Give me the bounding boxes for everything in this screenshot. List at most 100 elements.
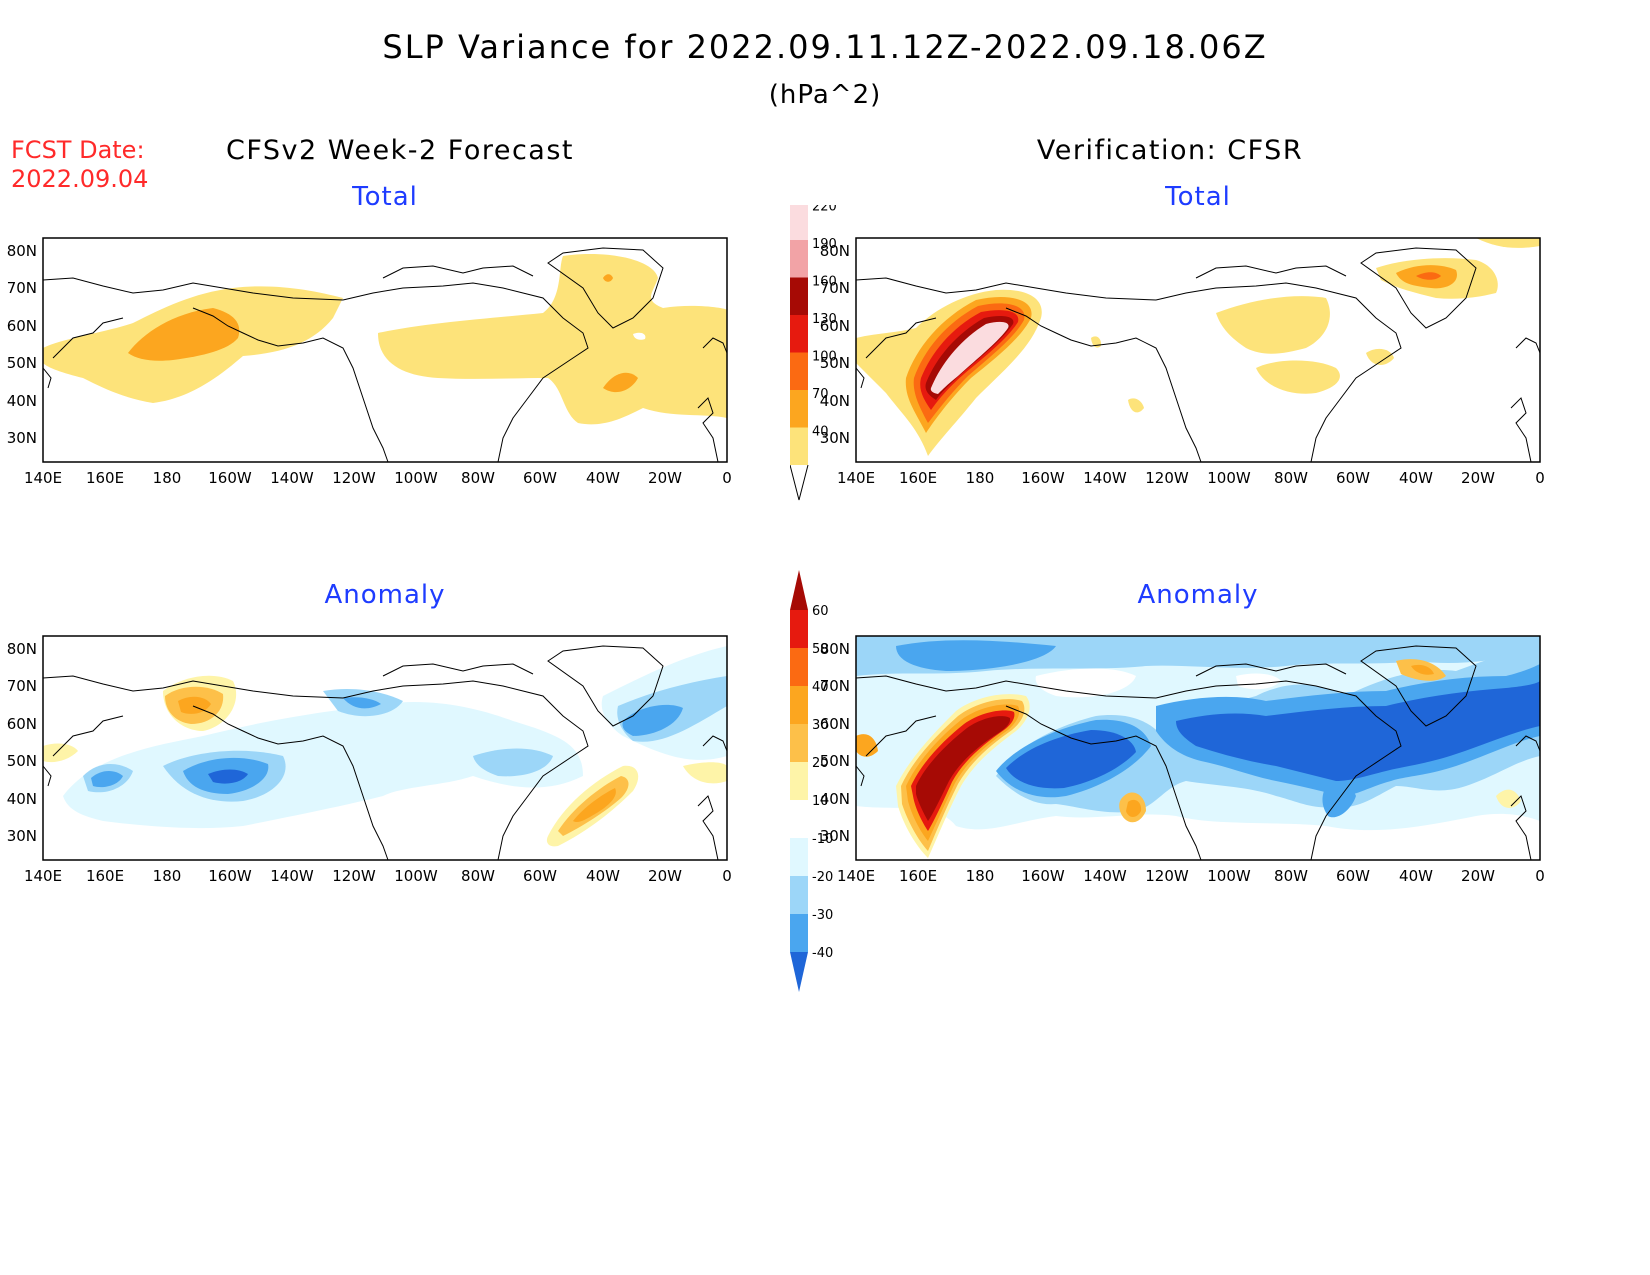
lon-label: 160W — [1021, 469, 1065, 487]
verification-total-map: 80N 70N 60N 50N 40N 30N 140E 160E 180 16… — [820, 237, 1545, 487]
lon-label: 60W — [1336, 469, 1370, 487]
colorbar-swatch — [790, 390, 808, 428]
lon-label: 140E — [24, 469, 62, 487]
lat-label: 40N — [7, 392, 37, 410]
lon-label: 120W — [332, 867, 376, 885]
lon-label: 60W — [1336, 867, 1370, 885]
verification-column-title: Verification: CFSR — [1036, 135, 1304, 166]
colorbar-label: 70 — [812, 387, 829, 402]
lon-label: 20W — [1461, 867, 1495, 885]
lon-label: 120W — [332, 469, 376, 487]
verification-anomaly-map: 80N 70N 60N 50N 40N 30N 140E 160E 180 16… — [820, 635, 1545, 885]
lon-label: 0 — [722, 469, 732, 487]
forecast-anomaly-title: Anomaly — [324, 580, 446, 610]
lat-label: 60N — [7, 715, 37, 733]
coastline-layer — [855, 645, 1541, 861]
colorbar-label: 100 — [812, 350, 837, 365]
lon-label: 160W — [208, 469, 252, 487]
colorbar-label: -30 — [812, 908, 833, 923]
verification-total-title: Total — [1165, 182, 1231, 212]
coastline-layer — [42, 247, 728, 463]
units-label: (hPa^2) — [768, 80, 882, 110]
lon-label: 40W — [1399, 867, 1433, 885]
lon-label: 80W — [1274, 469, 1308, 487]
map-frame — [42, 237, 728, 463]
lat-label: 50N — [820, 752, 850, 770]
lat-labels: 80N 70N 60N 50N 40N 30N — [820, 242, 850, 447]
colorbar-swatch — [790, 762, 808, 800]
lat-labels: 80N 70N 60N 50N 40N 30N — [7, 242, 37, 447]
lat-label: 80N — [7, 242, 37, 260]
lon-label: 80W — [461, 469, 495, 487]
lon-label: 0 — [1535, 867, 1545, 885]
colorbar-swatches — [790, 570, 808, 992]
lat-label: 70N — [820, 677, 850, 695]
lon-label: 100W — [1207, 469, 1251, 487]
lat-label: 80N — [7, 640, 37, 658]
lon-label: 160E — [86, 469, 124, 487]
lat-label: 30N — [7, 827, 37, 845]
coastline-layer — [855, 247, 1541, 463]
colorbar-labels: 40 70 100 130 160 190 220 — [812, 205, 837, 440]
anomaly-colorbar: 60 50 40 30 20 10 -10 -20 -30 -40 — [790, 570, 833, 992]
lon-label: 80W — [461, 867, 495, 885]
total-colorbar: 40 70 100 130 160 190 220 — [790, 205, 837, 501]
lat-label: 70N — [7, 677, 37, 695]
colorbar-swatch — [790, 315, 808, 353]
lon-label: 180 — [153, 469, 182, 487]
colorbar-label: 220 — [812, 205, 837, 215]
shading-layer — [856, 238, 1540, 456]
forecast-date-label: FCST Date: — [11, 136, 145, 164]
lat-label: 60N — [820, 715, 850, 733]
shading-layer — [43, 254, 727, 425]
shading-layer — [856, 636, 1540, 860]
lon-label: 140W — [270, 867, 314, 885]
lon-label: 140W — [1083, 867, 1127, 885]
colorbar-arrow-bottom — [790, 464, 809, 501]
map-frame — [855, 635, 1541, 861]
lat-label: 30N — [820, 827, 850, 845]
lon-label: 60W — [523, 867, 557, 885]
lat-label: 50N — [7, 354, 37, 372]
lon-label: 20W — [648, 469, 682, 487]
lon-label: 120W — [1145, 867, 1189, 885]
lon-label: 180 — [966, 469, 995, 487]
colorbar-arrow-top — [790, 570, 808, 610]
colorbar-label: 130 — [812, 312, 837, 327]
lat-label: 40N — [7, 790, 37, 808]
colorbar-swatch — [790, 914, 808, 952]
colorbar-label: 60 — [812, 604, 829, 619]
lat-label: 50N — [7, 752, 37, 770]
forecast-date-value: 2022.09.04 — [11, 165, 149, 193]
colorbar-label: 40 — [812, 680, 829, 695]
lat-label: 40N — [820, 790, 850, 808]
lat-label: 70N — [7, 279, 37, 297]
lat-label: 60N — [820, 317, 850, 335]
lon-label: 0 — [722, 867, 732, 885]
lon-label: 60W — [523, 469, 557, 487]
colorbar-swatch — [790, 800, 808, 838]
forecast-anomaly-map: 80N 70N 60N 50N 40N 30N 140E 160E 180 16… — [7, 635, 732, 885]
lon-label: 160W — [208, 867, 252, 885]
lat-label: 80N — [820, 640, 850, 658]
colorbar-label: 50 — [812, 642, 829, 657]
lon-labels: 140E 160E 180 160W 140W 120W 100W 80W 60… — [24, 867, 732, 885]
colorbar-label: -10 — [812, 832, 833, 847]
coastline-layer — [42, 645, 728, 861]
colorbar-arrow-bottom — [790, 952, 808, 992]
lon-label: 140W — [1083, 469, 1127, 487]
lon-label: 160W — [1021, 867, 1065, 885]
colorbar-swatch — [790, 648, 808, 686]
colorbar-swatch — [790, 277, 808, 315]
colorbar-swatch — [790, 610, 808, 648]
colorbar-swatch — [790, 838, 808, 876]
map-frame — [855, 237, 1541, 463]
lon-label: 100W — [1207, 867, 1251, 885]
lat-label: 70N — [820, 279, 850, 297]
lat-label: 80N — [820, 242, 850, 260]
colorbar-label: 10 — [812, 794, 829, 809]
verification-anomaly-title: Anomaly — [1137, 580, 1259, 610]
shading-layer — [43, 646, 727, 847]
colorbar-swatch — [790, 876, 808, 914]
lat-label: 60N — [7, 317, 37, 335]
